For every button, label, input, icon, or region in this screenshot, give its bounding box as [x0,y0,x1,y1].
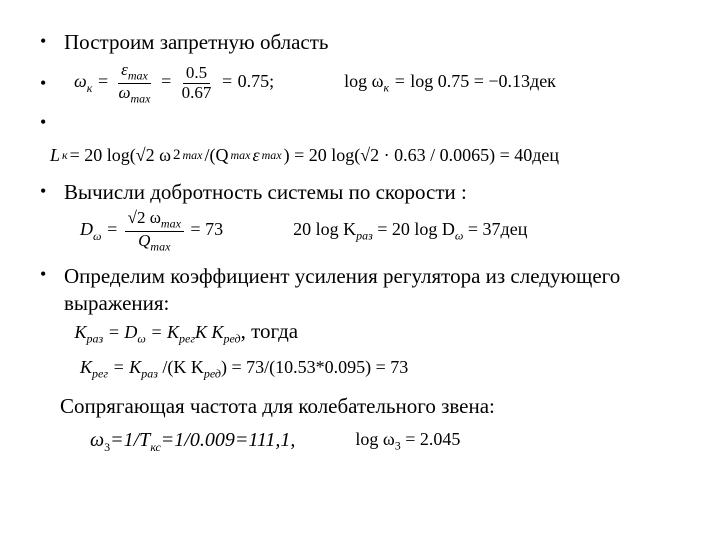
equation-omega-k: ωк = εmax ωmax = 0.5 0.67 = 0.75; log ωк… [74,61,556,105]
bullet-dot: • [40,180,64,203]
equation-omega3: ω3=1/Tкс=1/0.009=111,1, log ω3 = 2.045 [90,429,680,455]
bullet-dot: • [40,30,64,53]
bullet-text-1: Построим запретную область [64,30,329,55]
bullet-dot: • [40,263,64,286]
bullet-text-2: Вычисли добротность системы по скорости … [64,180,467,205]
result-text: Сопрягающая частота для колебательного з… [60,393,680,420]
equation-kreg: Kрег = Kраз /(K Kред) = 73/(10.53*0.095)… [80,357,680,382]
bullet-dot: • [40,111,64,134]
bullet-dot: • [40,72,64,95]
equation-lk: Lк = 20 log(√2 ω2max /(Qmax εmax ) = 20 … [50,145,680,166]
para-coefficient: Определим коэффициент усиления регулятор… [64,263,680,347]
equation-d-omega: Dω = √2 ωmax Qmax = 73 20 log Kраз = 20 … [80,209,680,253]
